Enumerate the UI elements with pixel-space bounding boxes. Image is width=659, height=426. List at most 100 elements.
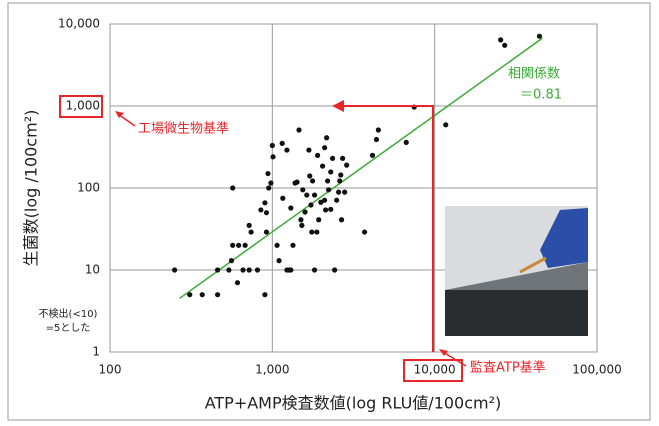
point xyxy=(324,135,329,140)
annotation: ＝0.81 xyxy=(520,88,562,103)
point xyxy=(328,169,333,174)
point xyxy=(340,156,345,161)
point xyxy=(255,267,260,272)
point xyxy=(240,267,245,272)
point xyxy=(339,217,344,222)
point xyxy=(314,229,319,234)
y-tick-label: 1,000 xyxy=(66,99,100,113)
point xyxy=(337,178,342,183)
y-tick-label: 100 xyxy=(77,181,100,195)
point xyxy=(308,202,313,207)
point xyxy=(316,217,321,222)
x-tick-label: 100,000 xyxy=(572,363,622,377)
y-tick-label: 10,000 xyxy=(58,17,100,31)
point xyxy=(262,200,267,205)
point xyxy=(258,207,263,212)
x-axis-title: ATP+AMP検査数値(log RLU値/100cm²) xyxy=(205,394,502,413)
point xyxy=(362,229,367,234)
point xyxy=(344,163,349,168)
point xyxy=(306,147,311,152)
point xyxy=(299,223,304,228)
point xyxy=(370,153,375,158)
point xyxy=(187,292,192,297)
point xyxy=(290,243,295,248)
point xyxy=(334,198,339,203)
point xyxy=(276,258,281,263)
annotation: 監査ATP基準 xyxy=(470,360,546,376)
point xyxy=(342,190,347,195)
chart: 相関係数 ＝0.81 工場微生物基準 監査ATP基準 不検出(<10) =5とし… xyxy=(0,0,659,426)
point xyxy=(266,185,271,190)
point xyxy=(310,178,315,183)
x-tick-label: 10,000 xyxy=(414,363,456,377)
point xyxy=(275,243,280,248)
point xyxy=(298,217,303,222)
photo-shadow xyxy=(445,290,588,336)
point xyxy=(328,207,333,212)
annotation: =5とした xyxy=(46,322,91,334)
page: {"chart_data": {"type": "scatter", "x_la… xyxy=(0,0,659,426)
point xyxy=(304,192,309,197)
point xyxy=(247,223,252,228)
point xyxy=(247,267,252,272)
point xyxy=(288,267,293,272)
annotation: 不検出(<10) xyxy=(39,307,98,320)
point xyxy=(288,205,293,210)
point xyxy=(330,156,335,161)
point xyxy=(280,141,285,146)
point xyxy=(320,163,325,168)
point xyxy=(300,187,305,192)
point xyxy=(376,127,381,132)
point xyxy=(338,172,343,177)
x-tick-label: 1,000 xyxy=(255,363,289,377)
point xyxy=(226,267,231,272)
point xyxy=(312,267,317,272)
point xyxy=(172,267,177,272)
y-axis-title: 生菌数(log /100cm²) xyxy=(22,110,41,267)
annotation: 工場微生物基準 xyxy=(138,121,229,137)
point xyxy=(230,243,235,248)
point xyxy=(326,187,331,192)
point xyxy=(307,173,312,178)
point xyxy=(312,192,317,197)
point xyxy=(268,180,273,185)
point xyxy=(302,209,307,214)
point xyxy=(270,154,275,159)
point xyxy=(270,143,275,148)
point xyxy=(200,292,205,297)
point xyxy=(280,196,285,201)
point xyxy=(374,137,379,142)
y-tick-label: 10 xyxy=(85,263,100,277)
point xyxy=(309,229,314,234)
point xyxy=(332,267,337,272)
point xyxy=(236,243,241,248)
annotation: 相関係数 xyxy=(508,67,560,82)
point xyxy=(336,190,341,195)
point xyxy=(502,43,507,48)
point xyxy=(498,37,503,42)
point xyxy=(404,140,409,145)
point xyxy=(315,153,320,158)
point xyxy=(322,198,327,203)
point xyxy=(235,280,240,285)
point xyxy=(284,147,289,152)
point xyxy=(294,180,299,185)
y-tick-label: 1 xyxy=(92,345,100,359)
point xyxy=(215,292,220,297)
point xyxy=(323,207,328,212)
point xyxy=(264,229,269,234)
point xyxy=(325,178,330,183)
point xyxy=(243,243,248,248)
point xyxy=(443,122,448,127)
point xyxy=(537,34,542,39)
point xyxy=(322,145,327,150)
point xyxy=(264,210,269,215)
point xyxy=(215,267,220,272)
point xyxy=(249,229,254,234)
point xyxy=(262,292,267,297)
point xyxy=(230,185,235,190)
point xyxy=(265,171,270,176)
point xyxy=(296,127,301,132)
x-tick-label: 100 xyxy=(99,363,122,377)
photo xyxy=(445,206,588,336)
